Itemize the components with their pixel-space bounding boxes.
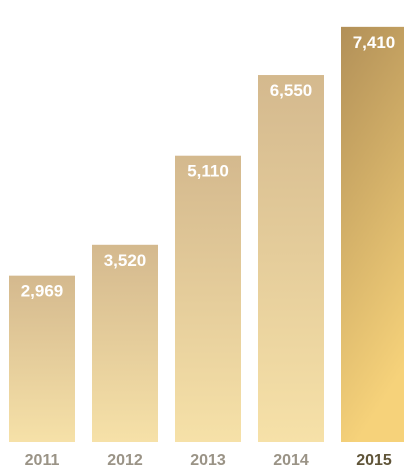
bar-2014 xyxy=(258,75,324,443)
x-tick-label-2014: 2014 xyxy=(273,452,309,469)
x-tick-label-2011: 2011 xyxy=(25,452,60,469)
bar-2013 xyxy=(175,155,241,442)
value-labels-group: 2,969 3,520 5,110 6,550 7,410 xyxy=(21,33,396,301)
bar-value-label-2013: 5,110 xyxy=(187,162,229,181)
x-tick-label-2012: 2012 xyxy=(107,452,143,469)
bar-2011 xyxy=(9,275,75,442)
bar-value-label-2012: 3,520 xyxy=(104,251,147,270)
bars-group xyxy=(9,26,404,443)
x-tick-label-2015: 2015 xyxy=(356,452,392,469)
bar-value-label-2015: 7,410 xyxy=(353,33,396,52)
bar-2015 xyxy=(341,26,404,442)
bar-value-label-2011: 2,969 xyxy=(21,282,64,301)
x-axis-ticks: 2011 2012 2013 2014 2015 xyxy=(25,452,392,469)
bar-value-label-2014: 6,550 xyxy=(270,81,313,100)
x-tick-label-2013: 2013 xyxy=(190,452,226,469)
bar-2012 xyxy=(92,244,158,442)
